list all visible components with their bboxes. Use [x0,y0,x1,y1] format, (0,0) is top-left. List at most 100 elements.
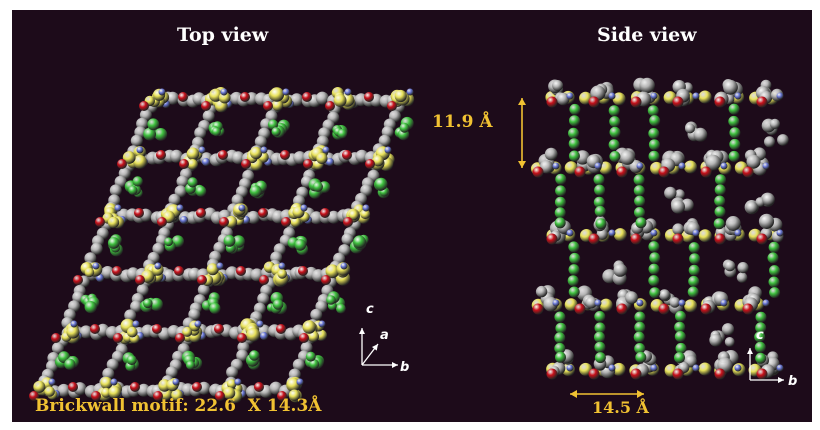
green-atom [195,185,207,197]
green-atom [143,127,157,141]
blue-atom [734,92,742,100]
axis-label-b-side: b [788,374,798,389]
blue-atom [180,216,188,224]
green-atom [728,115,740,127]
gray-atom [585,296,598,309]
yellow-atom [316,152,328,164]
green-atom [648,128,660,139]
yellow-atom [226,379,237,389]
blue-atom [384,146,392,154]
green-atom [568,241,580,253]
gray-atom [746,154,761,169]
green-atom [754,331,766,343]
blue-atom [136,146,144,154]
gray-atom [231,194,244,207]
green-atom [633,331,645,343]
red-atom [113,333,123,343]
gray-atom [705,154,721,171]
blue-atom [194,320,202,328]
gray-atom [169,149,183,163]
blue-atom [234,378,242,386]
blue-atom [762,299,770,307]
blue-atom [776,364,784,372]
gray-atom [310,308,323,321]
red-atom [299,333,309,343]
red-atom [658,303,670,315]
green-atom [555,351,566,363]
green-atom [608,105,620,117]
green-atom [714,206,726,218]
green-atom [634,343,646,354]
red-atom [714,368,726,380]
green-atom [768,276,780,288]
yellow-atom [33,380,46,393]
green-atom [312,181,323,192]
red-atom [215,391,225,401]
green-atom [715,174,726,186]
yellow-atom [101,387,112,398]
green-atom [688,275,700,287]
yellow-atom [599,161,612,175]
gray-atom [721,323,735,336]
red-atom [343,217,353,227]
gray-atom [79,325,93,339]
green-atom [154,128,168,141]
yellow-atom [66,325,80,339]
blue-atom [158,88,166,96]
yellow-atom [684,160,697,174]
green-atom [353,235,366,249]
height-dimension-arrow [518,98,526,168]
yellow-atom [599,298,613,312]
red-atom [756,368,768,380]
gray-atom [90,242,103,255]
blue-atom [566,364,574,372]
green-atom [128,185,138,195]
green-atom [649,115,661,127]
blue-atom [198,146,206,154]
gray-atom [769,118,781,129]
axis-arrow-a-top [361,343,379,366]
blue-atom [594,162,602,170]
blue-atom [362,204,370,212]
red-atom [546,368,558,380]
axis-label-b-top: b [400,360,410,375]
width-dimension-label: 14.5 Å [592,398,649,417]
red-atom [714,233,726,245]
green-atom [609,151,621,162]
green-atom [728,150,740,162]
gray-atom [745,201,758,214]
green-atom [755,352,767,364]
gray-atom [226,366,239,379]
yellow-atom [612,92,626,106]
blue-atom [608,92,616,100]
red-atom [658,166,670,178]
molecular-render [29,77,789,404]
blue-atom [566,92,574,100]
red-atom [175,333,185,343]
green-atom [595,218,607,230]
green-atom [675,342,687,354]
blue-atom [238,204,246,212]
red-atom [152,324,162,334]
green-atom [634,321,646,333]
gray-atom [327,210,341,224]
red-atom [192,382,202,392]
green-atom [634,207,645,218]
gray-atom [152,242,165,255]
gray-atom [596,228,608,240]
red-atom [219,217,229,227]
blue-atom [70,320,78,328]
red-atom [276,324,286,334]
yellow-atom [394,89,407,103]
green-atom [635,351,647,363]
gray-atom [246,210,260,224]
blue-atom [762,162,770,170]
blue-atom [282,88,290,96]
axis-arrow-c-top [359,328,365,365]
crystal-structure-figure: Top view Side view 11.9 Å 14.5 Å Brickwa… [12,10,812,422]
green-atom [594,331,605,343]
gray-atom [764,136,775,148]
gray-atom [685,123,695,134]
red-atom [236,266,246,276]
blue-atom [692,92,700,100]
